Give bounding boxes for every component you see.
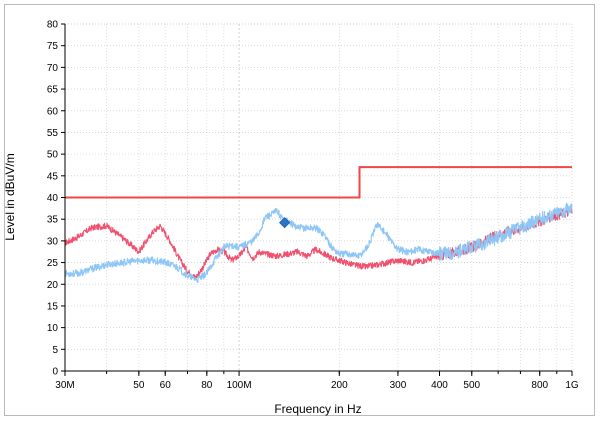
y-tick-label: 75 [47, 41, 59, 52]
minor-grid [65, 23, 572, 371]
peak-marker [279, 217, 291, 229]
x-tick-label: 500 [463, 380, 480, 391]
x-tick-label: 400 [431, 380, 448, 391]
x-tick-label: 200 [331, 380, 348, 391]
x-tick-label: 1G [565, 380, 579, 391]
y-tick-label: 25 [47, 258, 59, 269]
y-tick-label: 10 [47, 323, 59, 334]
tick-labels: 0 5 10 15 20 25 30 35 40 45 50 55 60 65 70 75 80 30M 50 60 8… [47, 20, 579, 392]
y-tick-label: 40 [47, 193, 59, 204]
y-tick-label: 60 [47, 106, 59, 117]
y-tick-label: 45 [47, 171, 59, 182]
y-tick-label: 0 [52, 367, 58, 378]
x-axis-label: Frequency in Hz [274, 402, 361, 416]
x-tick-label: 800 [531, 380, 548, 391]
x-tick-label: 30M [55, 380, 74, 391]
series-layer [64, 166, 573, 284]
y-tick-label: 65 [47, 85, 59, 96]
x-tick-label: 100M [227, 380, 252, 391]
y-axis-label: Level in dBuV/m [3, 153, 17, 240]
y-tick-label: 55 [47, 128, 59, 139]
series-line-pink [64, 207, 573, 280]
y-tick-label: 35 [47, 215, 59, 226]
y-tick-label: 70 [47, 63, 59, 74]
x-tick-label: 300 [390, 380, 407, 391]
y-tick-label: 15 [47, 301, 59, 312]
y-tick-label: 50 [47, 150, 59, 161]
x-tick-label: 80 [201, 380, 213, 391]
y-tick-label: 80 [47, 20, 59, 31]
y-tick-label: 30 [47, 236, 59, 247]
limit-line [65, 166, 572, 199]
y-tick-label: 5 [52, 345, 58, 356]
x-tick-label: 60 [160, 380, 172, 391]
chart-frame [4, 4, 595, 416]
series-line-blue [64, 202, 573, 284]
axes [61, 23, 573, 376]
y-tick-label: 20 [47, 280, 59, 291]
x-tick-label: 50 [133, 380, 145, 391]
